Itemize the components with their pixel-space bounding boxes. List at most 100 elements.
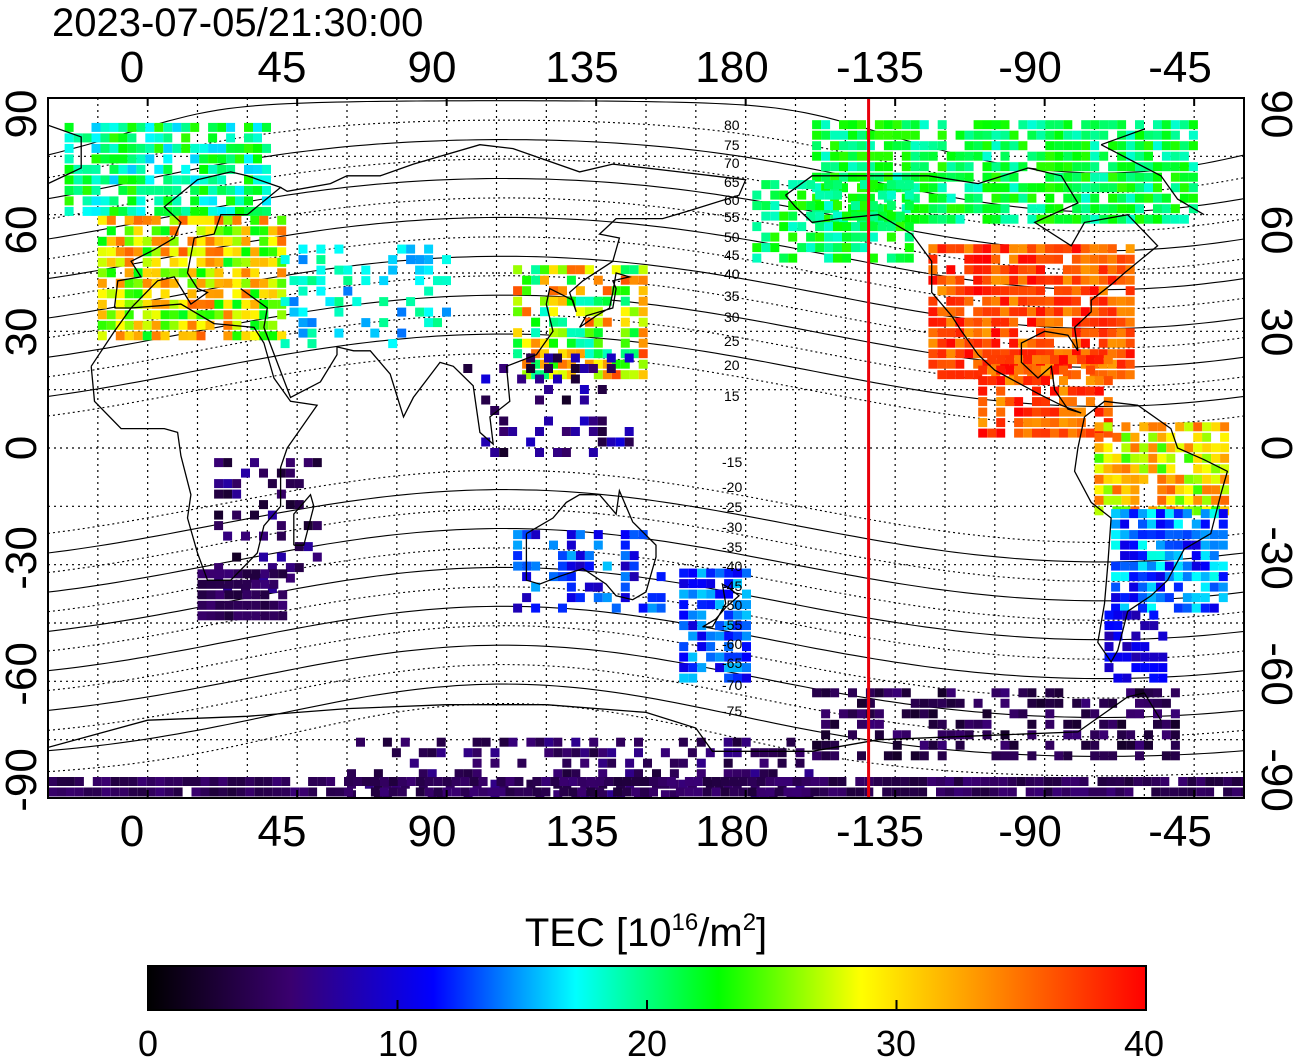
map-content <box>48 98 1244 807</box>
tec-cell <box>715 621 725 631</box>
tec-cell <box>505 777 515 786</box>
top-tick-label: -45 <box>1148 43 1212 92</box>
tec-cell <box>1081 698 1091 708</box>
tec-cell <box>946 162 956 172</box>
tec-cell <box>761 243 771 253</box>
tec-cell <box>946 244 956 254</box>
tec-cell <box>472 748 482 758</box>
tec-cell <box>1071 265 1081 275</box>
tec-cell <box>747 777 757 786</box>
tec-cell <box>1135 751 1144 761</box>
tec-cell <box>987 428 997 438</box>
tec-cell <box>74 787 84 797</box>
tec-cell <box>145 133 155 143</box>
tec-cell <box>937 244 947 254</box>
tec-cell <box>830 719 840 729</box>
tec-cell <box>833 243 842 253</box>
tec-cell <box>1050 355 1059 365</box>
tec-cell <box>1099 183 1109 193</box>
tec-cell <box>1131 663 1141 673</box>
tec-cell <box>481 395 491 405</box>
tec-cell <box>531 359 541 369</box>
tec-cell <box>1117 214 1127 224</box>
tec-cell <box>142 215 152 225</box>
tec-cell <box>982 719 992 729</box>
tec-cell <box>267 563 277 573</box>
tec-cell <box>770 243 780 253</box>
tec-cell <box>217 175 227 185</box>
tec-cell <box>1062 265 1072 275</box>
tec-cell <box>223 247 233 257</box>
tec-cell <box>1138 519 1147 529</box>
tec-cell <box>1115 777 1125 786</box>
tec-cell <box>919 740 929 750</box>
tec-cell <box>553 737 563 747</box>
tec-cell <box>1175 495 1185 505</box>
tec-cell <box>1144 172 1153 182</box>
tec-cell <box>205 268 215 278</box>
tec-cell <box>160 236 170 246</box>
tec-cell <box>1036 130 1046 140</box>
tec-cell <box>1117 204 1127 214</box>
tec-cell <box>272 777 282 786</box>
tec-cell <box>1164 593 1174 603</box>
tec-cell <box>268 331 278 341</box>
magnetic-contour <box>48 489 1244 563</box>
tec-cell <box>1117 719 1127 729</box>
tec-cell <box>1211 443 1221 453</box>
tec-cell <box>1099 204 1109 214</box>
tec-cell <box>1135 193 1144 203</box>
tec-cell <box>1117 193 1127 203</box>
tec-cell <box>1144 214 1153 224</box>
tec-cell <box>962 777 972 786</box>
tec-cell <box>100 206 110 216</box>
tec-cell <box>513 349 523 359</box>
tec-cell <box>964 183 974 193</box>
tec-cell <box>638 349 648 359</box>
tec-cell <box>522 275 532 285</box>
tec-cell <box>810 777 820 786</box>
tec-cell <box>553 353 562 363</box>
tec-cell <box>1025 777 1035 786</box>
tec-cell <box>1205 787 1215 797</box>
tec-cell <box>1220 422 1230 432</box>
tec-cell <box>172 122 182 132</box>
tec-cell <box>253 143 262 153</box>
contour-label: -45 <box>722 578 742 594</box>
tec-cell <box>133 215 143 225</box>
tec-cell <box>124 226 134 236</box>
tec-cell <box>1125 349 1135 359</box>
tec-cell <box>343 286 353 296</box>
tec-cell <box>1054 317 1063 327</box>
tec-cell <box>595 798 604 807</box>
tec-cell <box>1169 798 1178 807</box>
tec-cell <box>729 787 739 797</box>
tec-cell <box>416 798 425 807</box>
tec-cell <box>254 798 263 807</box>
tec-cell <box>1045 740 1055 750</box>
tec-cell <box>298 255 308 265</box>
tec-cell <box>982 151 992 161</box>
tec-cell <box>1170 214 1180 224</box>
tec-cell <box>223 257 233 267</box>
coastline <box>579 272 632 328</box>
tec-cell <box>954 777 963 786</box>
tec-cell <box>124 299 134 309</box>
tec-cell <box>991 307 1001 317</box>
tec-cell <box>124 268 134 278</box>
tec-cell <box>1072 162 1082 172</box>
tec-cell <box>1108 751 1118 761</box>
tec-cell <box>1111 509 1121 519</box>
tec-cell <box>588 364 598 373</box>
tec-cell <box>593 582 603 592</box>
contour-label: 55 <box>724 209 740 225</box>
tec-cell <box>954 787 963 797</box>
tec-cell <box>106 257 116 267</box>
tec-cell <box>64 196 74 206</box>
tec-cell <box>606 437 616 447</box>
tec-cell <box>1009 214 1019 224</box>
tec-cell <box>425 798 434 807</box>
tec-cell <box>886 190 896 200</box>
contour-label: -50 <box>722 597 742 613</box>
tec-cell <box>553 374 562 384</box>
